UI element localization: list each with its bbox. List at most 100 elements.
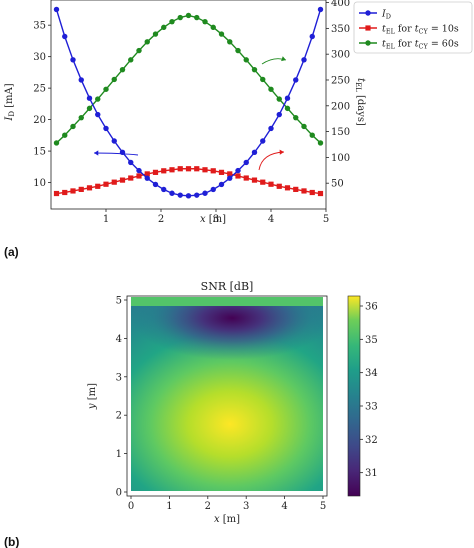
colorbar-tick-label-4: 35 — [365, 335, 378, 346]
series-1-point-0 — [53, 190, 60, 197]
series-2-point-6 — [103, 86, 109, 92]
chart-a-left-tick-label-0: 10 — [33, 178, 46, 189]
legend-marker-2 — [365, 40, 371, 46]
series-1-point-1 — [62, 189, 68, 196]
series-1-point-8 — [119, 177, 126, 183]
chart-b-x-tick-label-2: 2 — [205, 501, 211, 512]
legend-label-2: tEL for tCY = 60s — [382, 39, 459, 51]
series-1-point-11 — [144, 171, 150, 177]
chart-a-right-tick-label-5: 300 — [331, 50, 350, 61]
chart-b-frame — [126, 295, 328, 497]
series-0-point-32 — [317, 6, 324, 13]
chart-a-series — [53, 6, 324, 199]
series-1-point-2 — [70, 188, 76, 194]
series-1-point-27 — [276, 183, 282, 189]
series-1-point-22 — [235, 173, 241, 179]
chart-a-right-tick-label-3: 200 — [331, 101, 350, 112]
chart-b-y-tick-label-3: 3 — [116, 372, 122, 383]
series-2-point-30 — [301, 123, 307, 130]
series-2-point-10 — [136, 47, 142, 54]
legend-box — [353, 1, 473, 54]
series-2-point-12 — [152, 31, 159, 37]
chart-a-x-tick-label-3: 4 — [268, 214, 274, 225]
annotation-arrow-red-head — [279, 149, 284, 155]
series-2-point-11 — [144, 39, 150, 45]
series-0-point-11 — [144, 175, 150, 181]
series-2-point-7 — [111, 76, 117, 83]
chart-a-right-tick-label-1: 100 — [331, 153, 350, 164]
chart-a-x-tick-label-1: 2 — [158, 214, 164, 225]
series-0-point-5 — [95, 111, 101, 118]
series-2-point-18 — [202, 18, 208, 25]
series-2-line — [56, 14, 321, 144]
chart-a-x-ticks: 1 2 3 4 5 — [103, 209, 329, 225]
chart-a-x-tick-label-2: 3 — [213, 214, 219, 225]
annotation-arrow-blue — [93, 152, 139, 156]
colorbar: 31 32 33 34 35 36 — [347, 295, 378, 497]
series-1-point-25 — [260, 179, 266, 185]
panel-label-a: (a) — [4, 245, 19, 259]
series-0-point-4 — [86, 95, 93, 101]
series-1 — [53, 166, 324, 197]
annotation-arrow-green-head — [281, 56, 286, 62]
chart-a-right-tick-label-2: 150 — [331, 127, 350, 138]
chart-b-ylabel: y [m] — [87, 383, 98, 410]
series-1-line — [56, 168, 321, 195]
chart-a-xlabel: x [m] — [200, 214, 226, 225]
series-1-point-31 — [309, 189, 315, 196]
chart-a-right-tick-label-0: 50 — [331, 179, 344, 190]
panel-label-b: (b) — [4, 535, 19, 548]
series-0-point-30 — [301, 57, 307, 63]
series-0-point-31 — [309, 33, 315, 40]
series-1-point-26 — [268, 181, 274, 187]
chart-a-ylabel-right: tEL [days] — [354, 78, 366, 126]
series-1-point-4 — [86, 185, 93, 191]
colorbar-ticks: 31 32 33 34 35 36 — [360, 302, 378, 479]
colorbar-gradient — [347, 295, 361, 497]
chart-a-right-tick-label-6: 350 — [331, 24, 350, 35]
series-2-point-22 — [235, 47, 241, 54]
series-1-point-12 — [152, 169, 159, 175]
series-2-point-17 — [194, 14, 200, 21]
series-2-point-26 — [268, 86, 274, 92]
series-2-point-13 — [161, 24, 167, 31]
series-0-point-14 — [169, 190, 175, 196]
chart-a-ylabel-left: ID [mA] — [4, 83, 16, 121]
legend-label-1: tEL for tCY = 10s — [382, 24, 459, 36]
heatmap-top-strip — [131, 297, 323, 306]
series-0-point-18 — [202, 190, 208, 196]
series-0-point-15 — [177, 192, 183, 198]
series-0-point-23 — [243, 159, 249, 166]
series-1-point-10 — [136, 173, 142, 179]
series-0-point-25 — [260, 138, 266, 144]
series-1-point-21 — [227, 171, 233, 177]
series-2-point-8 — [119, 66, 126, 73]
series-0-point-16 — [185, 193, 192, 199]
series-2-point-1 — [62, 132, 68, 138]
series-0-point-9 — [128, 159, 134, 166]
chart-b-x-tick-label-0: 0 — [128, 501, 134, 512]
series-0-point-20 — [218, 181, 225, 188]
annotation-arrow-red — [258, 151, 285, 171]
chart-b-x-ticks: 0 1 2 3 4 5 — [128, 496, 326, 512]
chart-a-left-tick-label-2: 20 — [33, 115, 46, 126]
series-2-point-16 — [185, 12, 192, 19]
series-0-point-26 — [268, 125, 274, 132]
chart-a-legend: ID tEL for tCY = 10s tEL for tCY = 60s — [353, 1, 473, 54]
series-1-point-5 — [95, 183, 101, 189]
colorbar-tick-label-3: 34 — [365, 368, 378, 379]
chart-b-x-tick-label-5: 5 — [320, 501, 326, 512]
series-1-point-19 — [210, 168, 216, 174]
series-1-point-6 — [103, 181, 109, 187]
chart-a-left-ticks: 10 15 20 25 30 35 — [33, 21, 51, 189]
chart-a-x-tick-label-0: 1 — [103, 214, 109, 225]
series-0-point-22 — [235, 167, 241, 174]
colorbar-tick-label-1: 32 — [365, 435, 378, 446]
chart-a-left-tick-label-4: 30 — [33, 52, 46, 63]
chart-b-title: SNR [dB] — [201, 280, 254, 293]
chart-a-x-tick-label-4: 5 — [323, 214, 329, 225]
heatmap-low-region — [131, 297, 323, 377]
chart-a-frame — [50, 0, 327, 210]
